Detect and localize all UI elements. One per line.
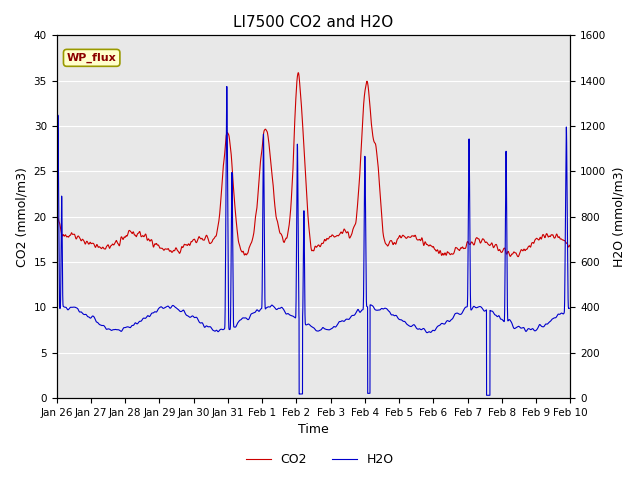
Line: CO2: CO2 xyxy=(56,72,570,257)
H2O xyxy=(400,318,408,324)
Line: H2O: H2O xyxy=(56,86,570,396)
CO2 xyxy=(458,245,465,251)
H2O xyxy=(145,313,153,319)
CO2 xyxy=(566,242,574,248)
CO2 xyxy=(566,242,574,248)
H2O xyxy=(223,84,230,89)
Y-axis label: H2O (mmol/m3): H2O (mmol/m3) xyxy=(612,167,625,267)
H2O xyxy=(294,217,302,223)
CO2 xyxy=(429,244,436,250)
H2O xyxy=(486,393,493,398)
CO2 xyxy=(145,236,153,242)
CO2 xyxy=(52,210,60,216)
CO2 xyxy=(515,254,522,260)
X-axis label: Time: Time xyxy=(298,423,329,436)
CO2 xyxy=(294,70,302,75)
H2O xyxy=(566,305,574,311)
Legend: CO2, H2O: CO2, H2O xyxy=(241,448,399,471)
Y-axis label: CO2 (mmol/m3): CO2 (mmol/m3) xyxy=(15,167,28,266)
H2O xyxy=(458,311,465,317)
H2O xyxy=(52,284,60,290)
Title: LI7500 CO2 and H2O: LI7500 CO2 and H2O xyxy=(234,15,394,30)
Text: WP_flux: WP_flux xyxy=(67,53,116,63)
H2O xyxy=(566,305,574,311)
H2O xyxy=(429,328,436,334)
CO2 xyxy=(294,71,302,76)
CO2 xyxy=(400,233,408,239)
